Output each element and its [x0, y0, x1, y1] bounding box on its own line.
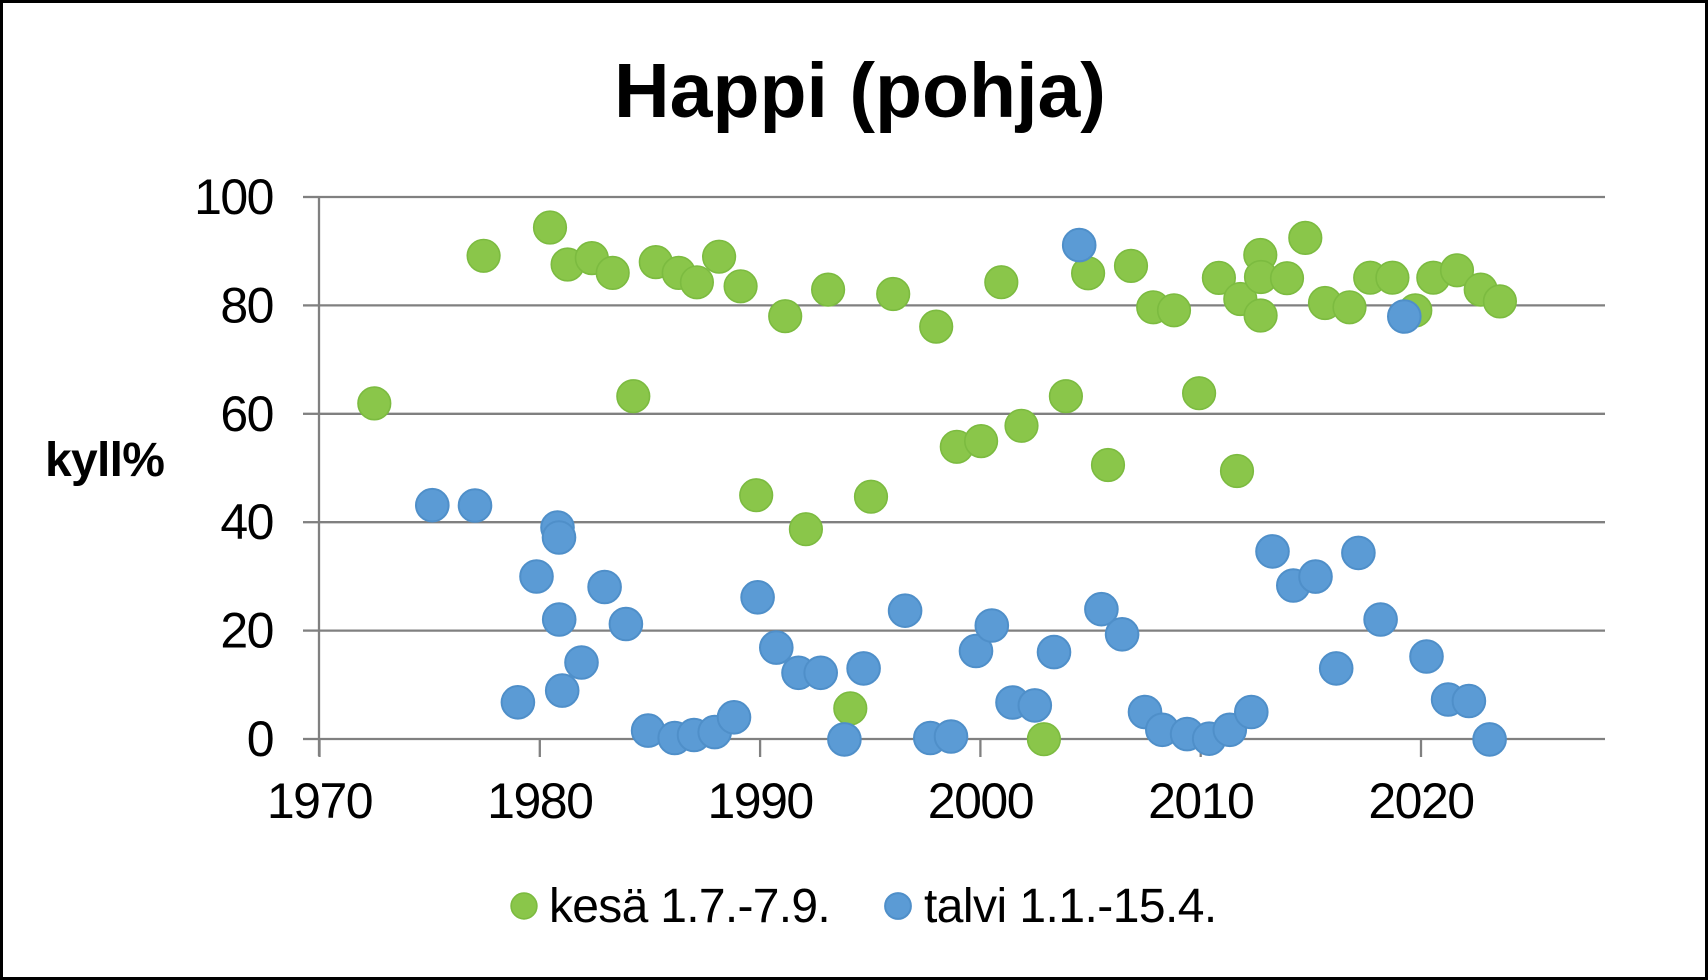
svg-text:80: 80	[220, 277, 273, 333]
svg-text:Happi (pohja): Happi (pohja)	[614, 48, 1106, 134]
svg-text:kyll%: kyll%	[45, 434, 164, 487]
svg-text:60: 60	[220, 386, 273, 442]
svg-text:100: 100	[194, 169, 273, 225]
svg-text:2020: 2020	[1368, 773, 1473, 829]
svg-text:1970: 1970	[267, 773, 372, 829]
svg-text:1980: 1980	[487, 773, 592, 829]
svg-text:20: 20	[220, 603, 273, 659]
svg-text:40: 40	[220, 494, 273, 550]
svg-text:kesä 1.7.-7.9.: kesä 1.7.-7.9.	[549, 880, 830, 933]
svg-text:2000: 2000	[928, 773, 1033, 829]
svg-text:0: 0	[247, 711, 273, 767]
svg-text:2010: 2010	[1148, 773, 1253, 829]
svg-text:talvi 1.1.-15.4.: talvi 1.1.-15.4.	[924, 880, 1217, 933]
svg-text:1990: 1990	[707, 773, 812, 829]
